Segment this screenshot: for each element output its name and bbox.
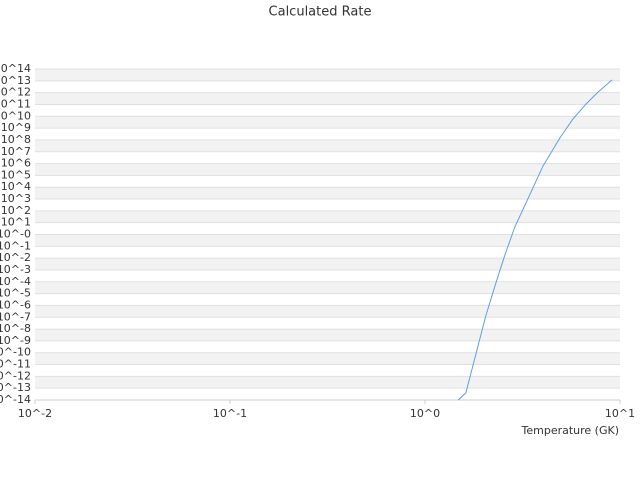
grid-band <box>35 329 620 341</box>
x-tick-label: 10^-1 <box>213 407 247 420</box>
y-tick-label: 10^-11 <box>0 358 31 371</box>
y-tick-label: 10^-2 <box>0 251 31 264</box>
x-axis-label: Temperature (GK) <box>521 424 620 437</box>
y-tick-label: 10^3 <box>1 192 31 205</box>
grid-band <box>35 69 620 81</box>
y-tick-label: 10^-14 <box>0 393 31 406</box>
grid-band <box>35 376 620 389</box>
y-tick-label: 10^5 <box>1 168 31 181</box>
y-tick-label: 10^-5 <box>0 287 31 300</box>
y-tick-label: 10^-12 <box>0 369 31 382</box>
x-tick-label: 10^-2 <box>18 407 52 420</box>
y-tick-label: 10^-4 <box>0 275 31 288</box>
y-tick-label: 10^-1 <box>0 239 31 252</box>
y-tick-label: 10^-3 <box>0 263 31 276</box>
y-tick-label: 10^-10 <box>0 346 31 359</box>
y-tick-label: 10^-7 <box>0 310 31 323</box>
y-tick-label: 10^-13 <box>0 381 31 394</box>
y-tick-label: 10^9 <box>1 121 31 134</box>
grid-band <box>35 116 620 129</box>
x-tick-label: 10^1 <box>605 407 635 420</box>
y-tick-label: 10^8 <box>1 133 31 146</box>
y-tick-label: 10^7 <box>1 145 31 158</box>
y-tick-label: 10^-0 <box>0 228 31 241</box>
grid-band <box>35 163 620 176</box>
y-tick-label: 10^13 <box>0 74 31 87</box>
y-tick-label: 10^6 <box>1 157 31 170</box>
y-tick-label: 10^11 <box>0 97 31 110</box>
grid-band <box>35 92 620 105</box>
y-tick-label: 10^10 <box>0 109 31 122</box>
x-tick-label: 10^0 <box>410 407 440 420</box>
grid-band <box>35 305 620 318</box>
y-tick-label: 10^-8 <box>0 322 31 335</box>
grid-band <box>35 258 620 270</box>
grid-band <box>35 210 620 223</box>
y-tick-label: 10^-6 <box>0 298 31 311</box>
chart-title: Calculated Rate <box>269 5 372 20</box>
grid-band <box>35 187 620 200</box>
y-tick-label: 10^12 <box>0 86 31 99</box>
grid-band <box>35 234 620 247</box>
y-tick-label: 10^4 <box>1 180 31 193</box>
line <box>457 79 613 401</box>
y-tick-label: 10^1 <box>1 216 31 229</box>
grid-band <box>35 139 620 152</box>
y-tick-label: 10^-9 <box>0 334 31 347</box>
grid-band <box>35 281 620 294</box>
y-tick-label: 10^2 <box>1 204 31 217</box>
y-tick-label: 10^14 <box>0 62 31 75</box>
grid-band <box>35 352 620 365</box>
